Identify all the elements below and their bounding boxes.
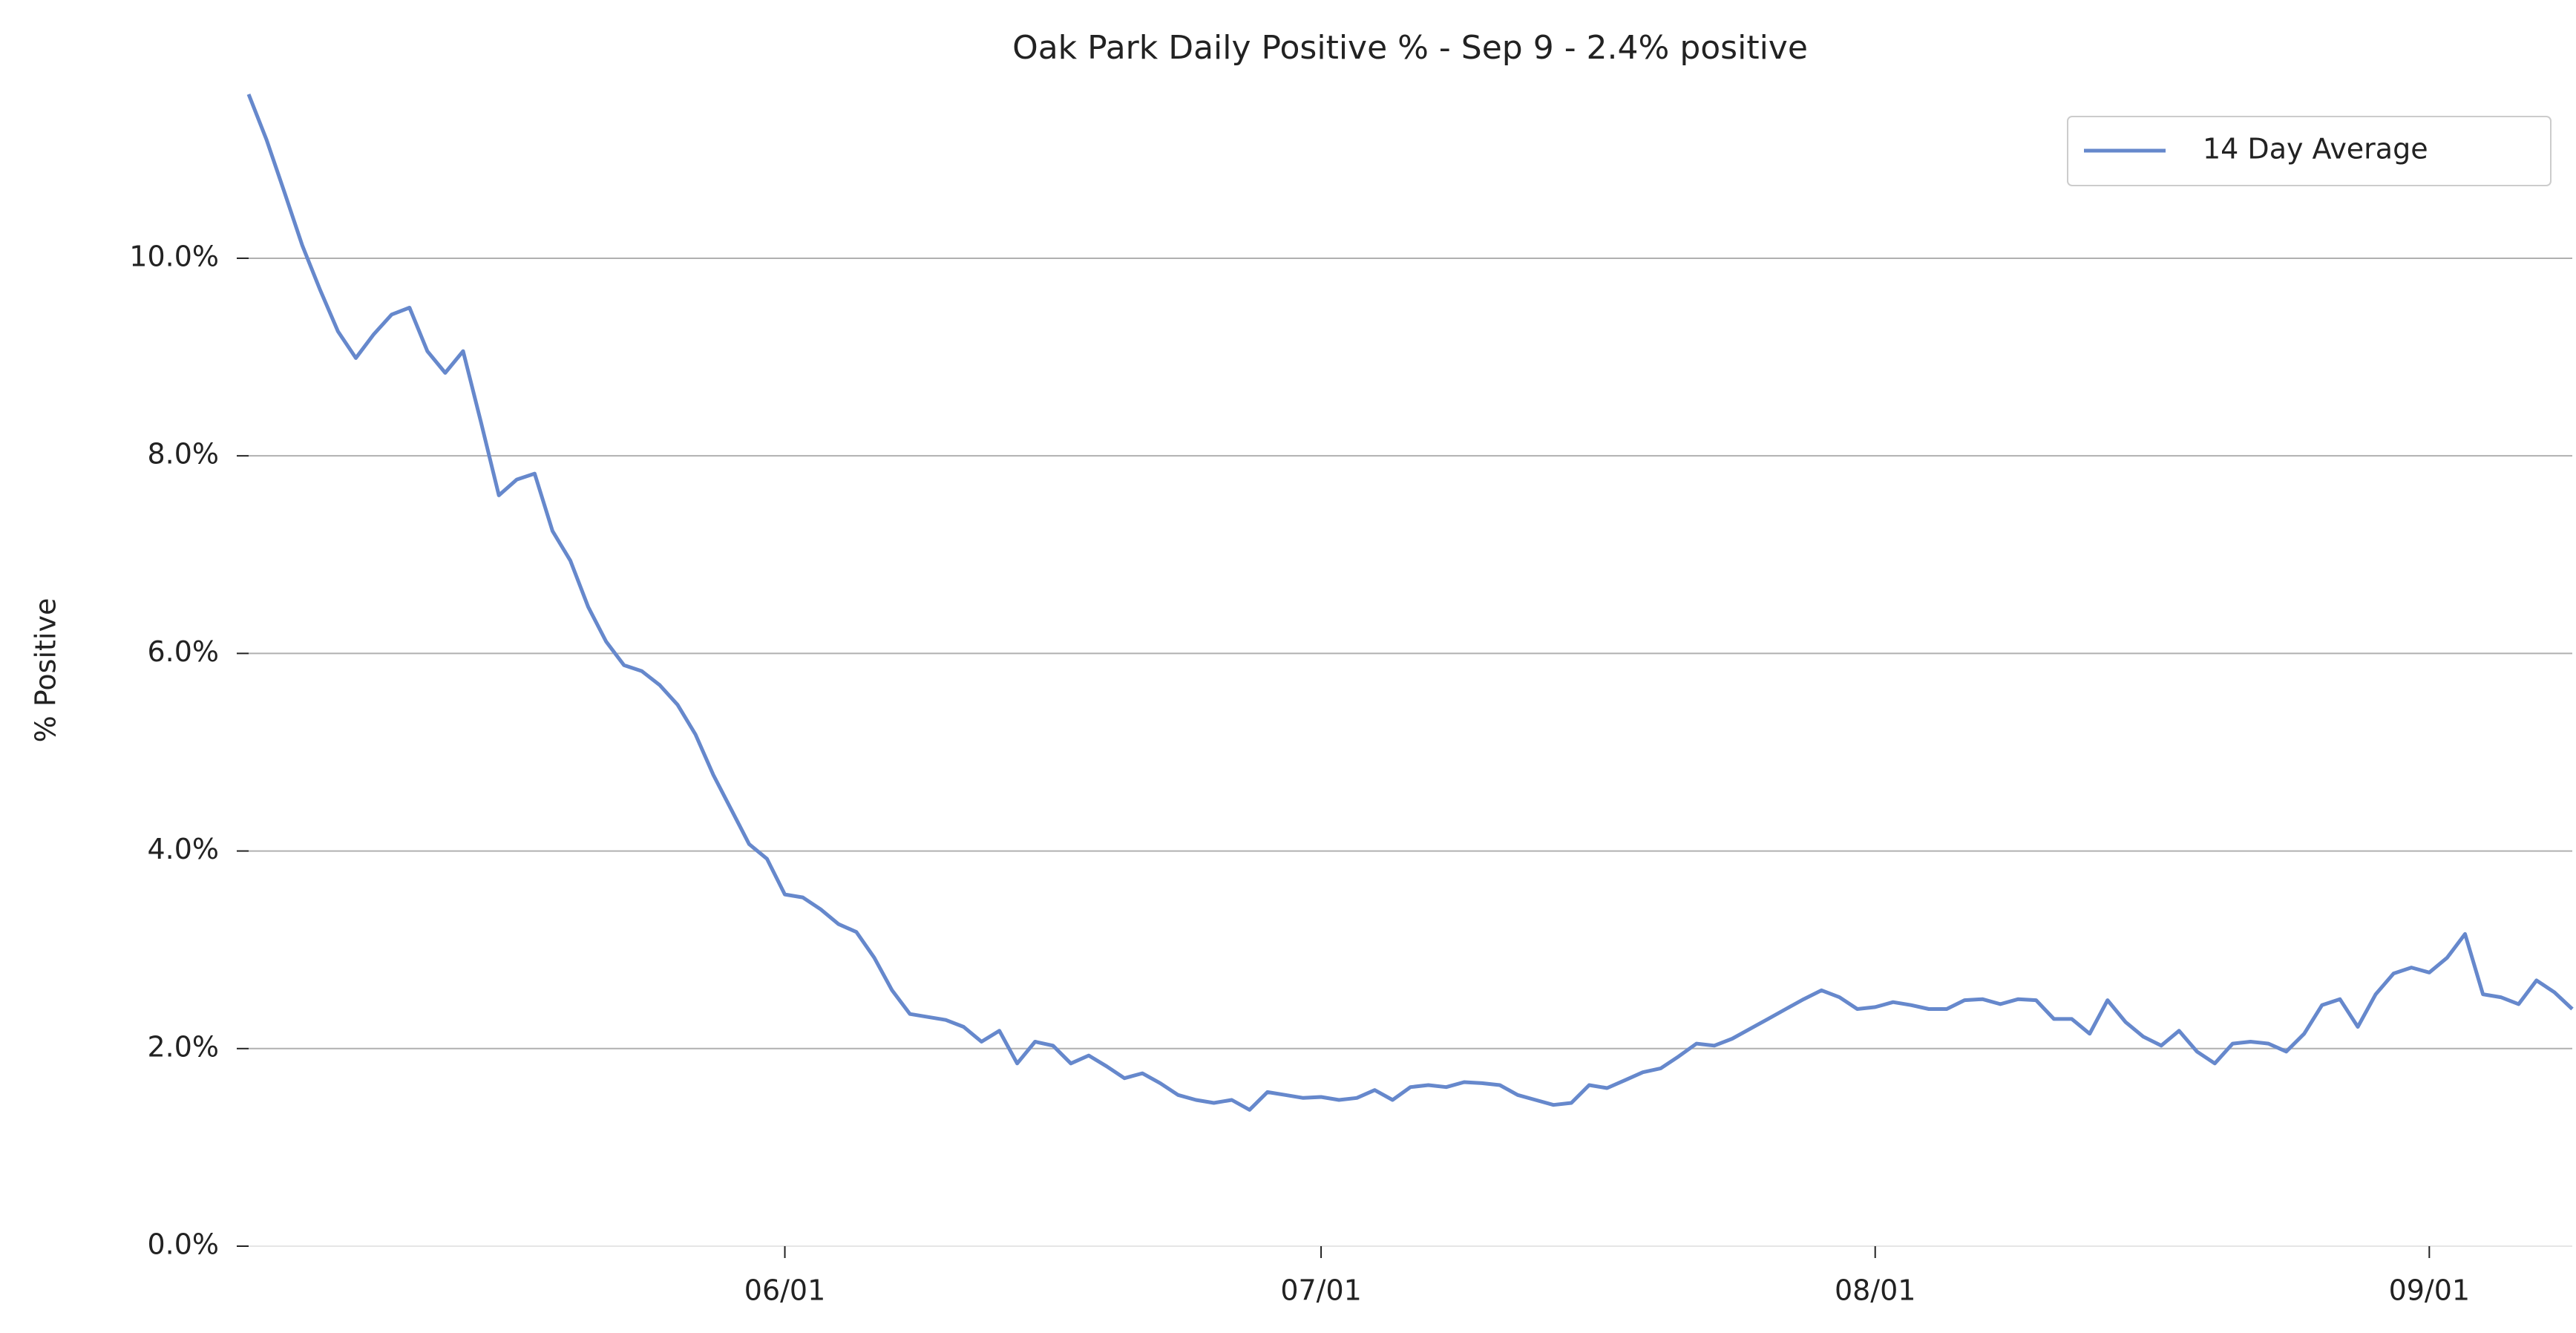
chart-title: Oak Park Daily Positive % - Sep 9 - 2.4%… (1012, 29, 1808, 67)
y-axis-label: % Positive (30, 598, 62, 743)
x-tick-label: 06/01 (744, 1274, 826, 1307)
y-tick-label: 2.0% (147, 1030, 219, 1063)
x-tick-label: 07/01 (1280, 1274, 1362, 1307)
legend-box (2067, 116, 2552, 186)
y-tick-label: 4.0% (147, 833, 219, 865)
legend-label: 14 Day Average (2203, 133, 2428, 166)
x-tick-label: 09/01 (2389, 1274, 2471, 1307)
y-tick-label: 8.0% (147, 438, 219, 471)
y-tick-label: 0.0% (147, 1228, 219, 1261)
y-tick-label: 6.0% (147, 635, 219, 668)
x-tick-label: 08/01 (1835, 1274, 1916, 1307)
y-tick-label: 10.0% (129, 240, 219, 272)
data-line (246, 94, 2574, 1112)
